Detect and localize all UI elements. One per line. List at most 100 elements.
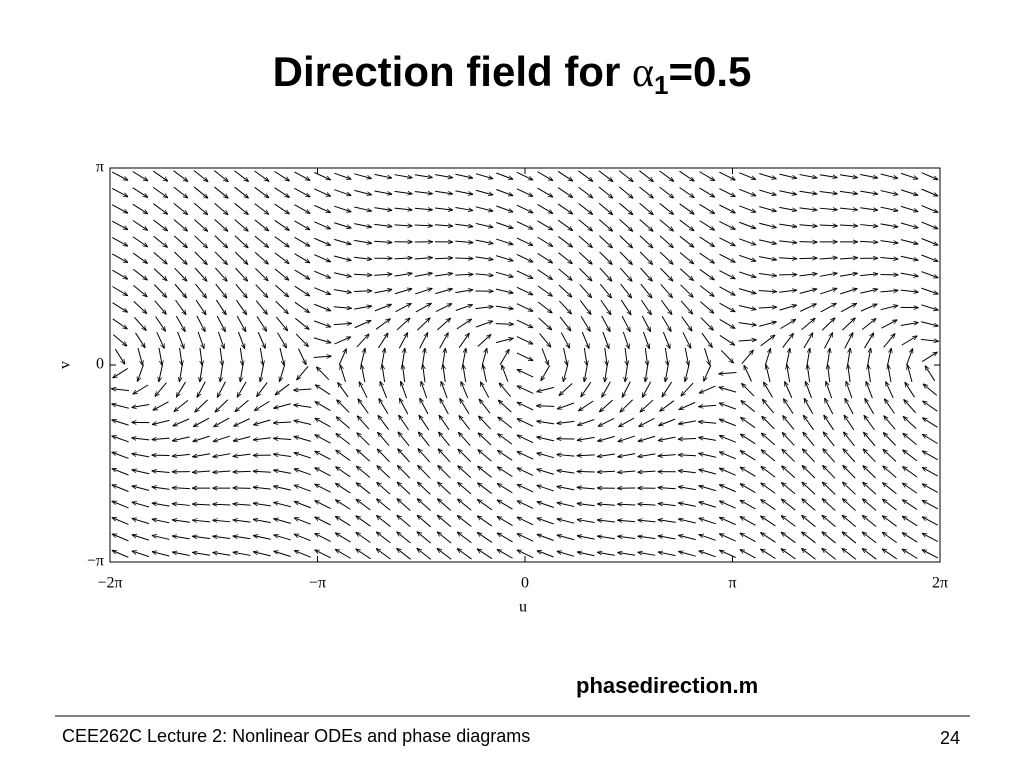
arrow: [457, 515, 472, 527]
arrow: [275, 300, 289, 314]
arrow: [658, 536, 676, 540]
arrow: [137, 364, 144, 382]
arrow: [394, 273, 413, 277]
arrow: [839, 208, 858, 210]
arrow: [236, 315, 246, 332]
arrow: [354, 257, 372, 259]
y-tick-label: 0: [96, 356, 104, 373]
arrow: [315, 468, 331, 477]
arrow: [496, 172, 513, 179]
arrow: [900, 222, 918, 228]
arrow: [860, 241, 878, 242]
arrow: [679, 268, 693, 281]
arrow: [761, 466, 776, 478]
arrow: [740, 467, 756, 477]
arrow: [685, 364, 690, 381]
arrow: [577, 552, 595, 557]
arrow: [699, 486, 716, 492]
arrow: [640, 267, 652, 281]
arrow: [620, 299, 631, 315]
arrow: [214, 235, 228, 248]
arrow: [377, 482, 391, 495]
arrow: [313, 320, 331, 327]
arrow: [642, 381, 652, 398]
arrow: [477, 483, 493, 494]
arrow: [703, 364, 712, 381]
arrow: [455, 305, 473, 311]
arrow: [738, 288, 756, 294]
arrow: [839, 191, 858, 193]
arrow: [842, 532, 857, 544]
arrow: [235, 283, 247, 298]
x-tick-label: 0: [521, 575, 529, 592]
arrow: [638, 435, 656, 441]
arrow: [496, 205, 513, 212]
arrow: [458, 449, 471, 463]
arrow: [132, 268, 147, 280]
arrow: [356, 483, 371, 495]
arrow: [699, 551, 716, 558]
arrow: [294, 171, 310, 181]
arrow: [443, 364, 445, 383]
arrow: [176, 381, 186, 397]
arrow: [719, 549, 736, 558]
arrow: [421, 348, 425, 366]
arrow: [172, 552, 190, 557]
arrow: [196, 315, 205, 332]
arrow: [759, 206, 776, 212]
arrow: [779, 223, 797, 227]
arrow: [839, 258, 858, 259]
arrow: [700, 301, 714, 314]
arrow: [179, 364, 183, 382]
arrow: [599, 267, 612, 281]
arrow: [903, 416, 917, 429]
title-subscript: 1: [654, 70, 668, 100]
arrow: [738, 322, 757, 326]
arrow: [781, 482, 796, 495]
arrow: [639, 219, 653, 231]
arrow: [132, 551, 150, 558]
arrow: [597, 435, 615, 441]
arrow: [315, 484, 331, 493]
arrow: [194, 235, 208, 248]
arrow: [781, 516, 796, 527]
arrow: [579, 300, 591, 314]
arrow: [153, 203, 167, 215]
arrow: [315, 451, 331, 460]
arrow: [617, 471, 636, 472]
arrow: [192, 504, 211, 505]
arrow: [235, 399, 249, 412]
arrow: [112, 286, 127, 296]
arrow: [900, 189, 918, 196]
arrow: [579, 284, 592, 297]
arrow: [415, 303, 432, 313]
arrow: [135, 332, 145, 348]
arrow: [560, 332, 570, 348]
arrow: [659, 400, 675, 412]
arrow: [273, 470, 292, 474]
arrow: [605, 364, 608, 382]
arrow: [374, 274, 392, 275]
arrow: [860, 173, 878, 177]
arrow: [155, 382, 167, 397]
arrow: [458, 432, 471, 446]
arrow: [517, 368, 534, 378]
arrow: [826, 381, 833, 399]
arrow: [638, 552, 656, 556]
arrow: [617, 552, 636, 556]
arrow: [900, 172, 918, 179]
arrow: [200, 364, 203, 382]
arrow: [557, 470, 575, 474]
arrow: [254, 219, 269, 231]
arrow: [680, 300, 693, 315]
arrow: [882, 499, 897, 511]
arrow: [719, 270, 735, 279]
arrow: [173, 186, 188, 198]
arrow: [819, 208, 838, 210]
arrow: [217, 381, 226, 398]
arrow: [921, 205, 939, 213]
arrow: [194, 251, 208, 265]
arrow: [921, 238, 939, 246]
arrow: [882, 532, 898, 544]
